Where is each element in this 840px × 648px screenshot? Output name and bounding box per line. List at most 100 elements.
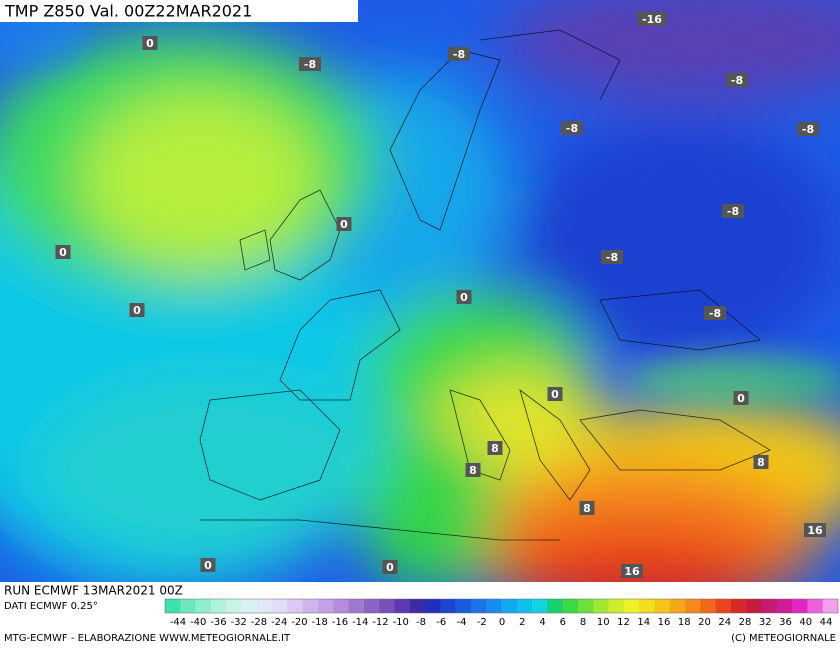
legend-label: -44 <box>170 617 186 628</box>
colorbar-swatch <box>776 599 793 613</box>
colorbar-swatch <box>363 599 380 613</box>
colorbar-swatch <box>623 599 640 613</box>
legend-label: 32 <box>759 617 772 628</box>
colorbar-swatch <box>715 599 732 613</box>
contour-label: 0 <box>551 388 559 401</box>
legend-label: -14 <box>352 617 368 628</box>
contour-label: 0 <box>59 246 67 259</box>
contour-label-box <box>465 463 481 477</box>
contour-label: -8 <box>727 205 739 218</box>
colorbar-swatch <box>348 599 365 613</box>
contour-label-box <box>55 245 71 259</box>
legend-label: -18 <box>312 617 328 628</box>
coastlines <box>199 29 771 541</box>
legend-label: -24 <box>271 617 287 628</box>
colorbar <box>164 598 839 614</box>
legend-label: 16 <box>658 617 671 628</box>
contour-label: -8 <box>709 307 721 320</box>
legend-label: 44 <box>820 617 833 628</box>
colorbar-swatch <box>226 599 242 613</box>
footer-right: (C) METEOGIORNALE <box>731 633 836 644</box>
colorbar-swatch <box>577 599 594 613</box>
map-title: TMP Z850 Val. 00Z22MAR2021 <box>4 2 252 21</box>
legend-labels: -44 -40 -36 -32 -28 -24 -20 -18 -16 -14 -12 -10 -8 -6… <box>170 617 833 628</box>
contour-label: -8 <box>453 48 465 61</box>
contour-label: 0 <box>460 291 468 304</box>
legend-label: 10 <box>597 617 610 628</box>
legend-label: 20 <box>698 617 711 628</box>
contour-label: 0 <box>386 561 394 574</box>
contour-label-box <box>704 306 726 320</box>
legend-label: 24 <box>718 617 731 628</box>
legend-label: 8 <box>580 617 586 628</box>
contour-label: 8 <box>583 502 591 515</box>
colorbar-swatch <box>639 599 655 613</box>
contour-label-box <box>637 12 667 26</box>
contour-label: 16 <box>807 524 823 537</box>
legend-label: 12 <box>617 617 630 628</box>
contour-label-box <box>621 564 643 578</box>
legend-label: -12 <box>372 617 388 628</box>
footer-left: MTG-ECMWF - ELABORAZIONE WWW.METEOGIORNA… <box>4 633 291 644</box>
legend-label: -20 <box>291 617 307 628</box>
colorbar-swatch <box>317 599 334 613</box>
legend-label: -6 <box>436 617 446 628</box>
colorbar-swatch <box>792 599 808 613</box>
legend-label: -8 <box>416 617 426 628</box>
legend-label: 40 <box>799 617 812 628</box>
colorbar-swatch <box>547 599 563 613</box>
legend-label: 36 <box>779 617 792 628</box>
colorbar-swatch <box>685 599 701 613</box>
colorbar-swatch <box>210 599 227 613</box>
colorbar-swatch <box>333 599 349 613</box>
colorbar-swatch <box>272 599 288 613</box>
colorbar-swatch <box>180 599 196 613</box>
contour-label: 0 <box>204 559 212 572</box>
contour-label-box <box>804 523 826 537</box>
contour-label: 8 <box>469 464 477 477</box>
contour-label-box <box>753 455 769 469</box>
contour-label-box <box>487 441 503 455</box>
contour-label-box <box>726 73 748 87</box>
colorbar-swatch <box>409 599 426 613</box>
colorbar-swatch <box>700 599 716 613</box>
contour-label: -8 <box>304 58 316 71</box>
colorbar-swatch <box>593 599 609 613</box>
colorbar-swatch <box>562 599 579 613</box>
contour-label: 0 <box>146 37 154 50</box>
legend-label: 0 <box>499 617 505 628</box>
contour-label: 0 <box>340 218 348 231</box>
contour-label-box <box>547 387 563 401</box>
legend-label: 28 <box>739 617 752 628</box>
legend-label: -36 <box>210 617 226 628</box>
legend-label: -2 <box>477 617 487 628</box>
colorbar-swatch <box>730 599 747 613</box>
contour-label-box <box>129 303 145 317</box>
contour-label-box <box>733 391 749 405</box>
contour-label-box <box>299 57 321 71</box>
legend-label: 4 <box>539 617 545 628</box>
colorbar-swatch <box>256 599 273 613</box>
colorbar-swatch <box>516 599 533 613</box>
legend-label: -4 <box>457 617 467 628</box>
contour-label-box <box>456 290 472 304</box>
colorbar-swatch <box>470 599 487 613</box>
legend-label: -16 <box>332 617 348 628</box>
colorbar-swatch <box>807 599 824 613</box>
contour-labels: 0 -8 -8 -16 -8 -8 -8 0 0 -8 -8 0 0 -8 0 0 8 8 8 8 16 0 0 16 <box>55 12 826 578</box>
colorbar-frame <box>164 598 839 614</box>
contour-label-box <box>448 47 470 61</box>
colorbar-swatch <box>746 599 762 613</box>
legend-label: -10 <box>393 617 409 628</box>
contour-label-box <box>601 250 623 264</box>
contour-label-box <box>722 204 744 218</box>
colorbar-swatch <box>379 599 395 613</box>
colorbar-swatch <box>302 599 319 613</box>
contour-label-box <box>797 122 819 136</box>
colorbar-swatch <box>425 599 441 613</box>
colorbar-swatch <box>394 599 411 613</box>
colorbar-swatch <box>455 599 472 613</box>
contour-label: 16 <box>624 565 640 578</box>
contour-label-box <box>142 36 158 50</box>
